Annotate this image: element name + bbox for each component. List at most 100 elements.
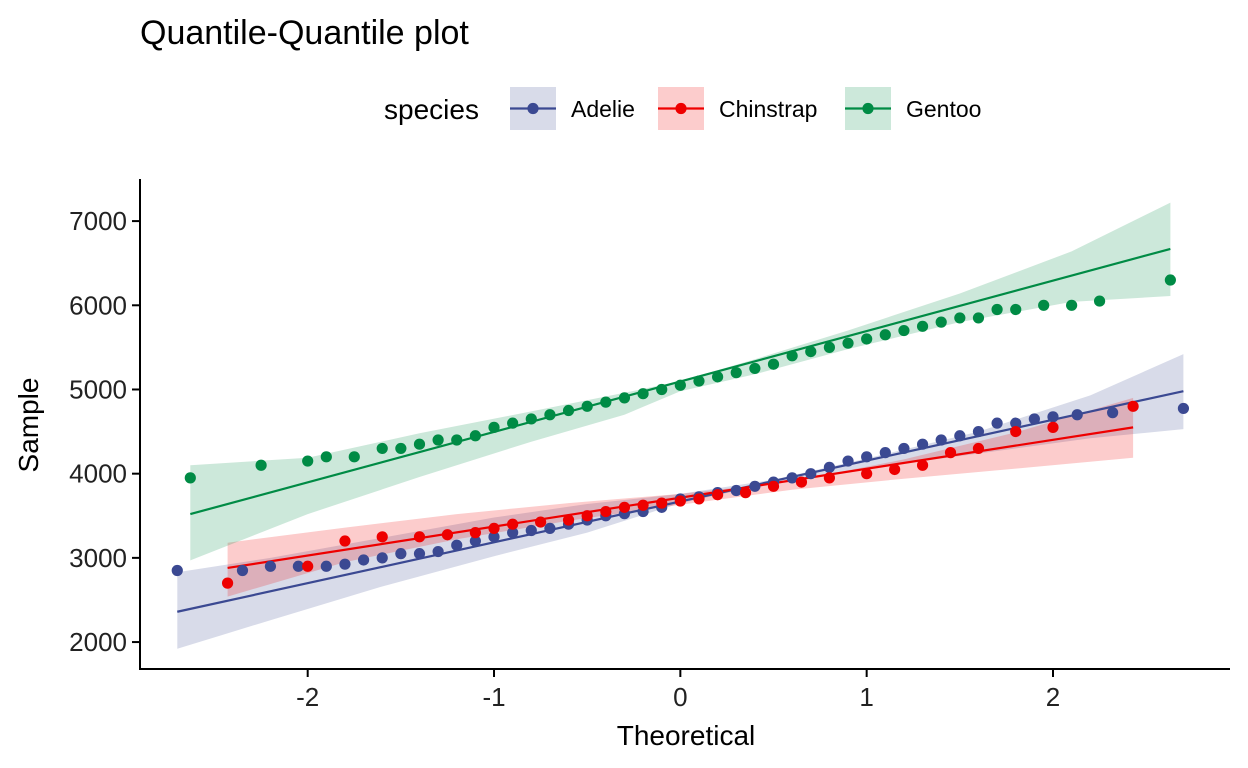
- adelie-point: [171, 564, 183, 577]
- y-tick-label: 6000: [69, 290, 127, 320]
- gentoo-point: [525, 413, 537, 425]
- chart-title: Quantile-Quantile plot: [140, 14, 469, 52]
- adelie-point: [916, 438, 929, 450]
- gentoo-point: [1038, 299, 1050, 311]
- chinstrap-point: [674, 495, 686, 507]
- gentoo-point: [432, 434, 444, 446]
- y-tick-label: 7000: [69, 206, 127, 236]
- adelie-point: [823, 461, 836, 473]
- legend-item-chinstrap: Chinstrap: [658, 87, 817, 130]
- adelie-point: [507, 527, 519, 539]
- gentoo-point: [562, 404, 575, 417]
- legend-title: species: [384, 94, 479, 125]
- gentoo-point: [674, 379, 686, 391]
- chinstrap-point: [339, 535, 351, 547]
- adelie-point: [991, 417, 1003, 429]
- gentoo-point: [469, 430, 481, 442]
- legend: species Adelie Chinstrap Gentoo: [384, 87, 981, 130]
- gentoo-point: [954, 312, 966, 324]
- chinstrap-point: [413, 531, 426, 543]
- gentoo-point: [991, 303, 1003, 316]
- adelie-point: [972, 425, 985, 438]
- adelie-point: [786, 472, 798, 484]
- adelie-point: [898, 442, 910, 455]
- chinstrap-point: [507, 518, 519, 530]
- gentoo-point: [320, 451, 332, 463]
- adelie-point: [413, 548, 426, 560]
- gentoo-point: [786, 350, 798, 362]
- adelie-point: [525, 524, 537, 537]
- gentoo-point: [972, 312, 985, 324]
- chinstrap-point: [376, 531, 388, 543]
- adelie-point: [339, 558, 351, 570]
- adelie-point: [842, 455, 854, 467]
- y-tick-label: 3000: [69, 543, 127, 573]
- adelie-legend-point: [527, 102, 539, 115]
- adelie-point: [395, 548, 407, 560]
- adelie-point: [357, 554, 370, 566]
- gentoo-point: [618, 392, 631, 404]
- adelie-point: [488, 531, 500, 543]
- adelie-point: [236, 564, 249, 577]
- gentoo-point: [879, 329, 891, 341]
- adelie-point: [805, 468, 817, 480]
- x-axis-title: Theoretical: [617, 720, 756, 751]
- x-tick-label: -1: [482, 682, 505, 712]
- x-tick-label: -2: [296, 682, 319, 712]
- adelie-point: [879, 447, 891, 459]
- gentoo-point: [581, 400, 593, 412]
- adelie-legend-label: Adelie: [571, 96, 635, 122]
- chinstrap-point: [656, 497, 668, 509]
- chinstrap-point: [600, 505, 612, 518]
- gentoo-point: [1010, 303, 1022, 316]
- adelie-point: [1047, 411, 1059, 423]
- gentoo-point: [1093, 295, 1106, 307]
- chinstrap-point: [823, 472, 836, 484]
- adelie-point: [1010, 417, 1022, 429]
- gentoo-point: [693, 375, 705, 387]
- chinstrap-point: [618, 501, 631, 513]
- chinstrap-point: [637, 499, 649, 511]
- adelie-point: [1107, 407, 1119, 419]
- gentoo-point: [544, 409, 556, 421]
- chinstrap-point: [441, 529, 454, 541]
- adelie-point: [451, 539, 463, 551]
- gentoo-point: [805, 345, 817, 358]
- gentoo-point: [637, 388, 649, 400]
- gentoo-point: [916, 320, 929, 332]
- chinstrap-point: [861, 468, 873, 480]
- confidence-bands: [177, 202, 1184, 649]
- adelie-point: [292, 560, 304, 572]
- x-tick-label: 0: [673, 682, 687, 712]
- chinstrap-point: [739, 487, 752, 499]
- chinstrap-point: [1047, 421, 1059, 433]
- gentoo-point: [413, 438, 426, 450]
- chinstrap-point: [469, 527, 481, 539]
- gentoo-legend-label: Gentoo: [906, 96, 981, 122]
- gentoo-point: [861, 333, 873, 345]
- gentoo-point: [348, 451, 360, 463]
- gentoo-point: [898, 324, 910, 337]
- chinstrap-point: [1010, 425, 1022, 438]
- chinstrap-legend-label: Chinstrap: [719, 96, 817, 122]
- gentoo-point: [935, 316, 947, 328]
- y-tick-label: 5000: [69, 374, 127, 404]
- gentoo-point: [488, 421, 500, 433]
- adelie-point: [469, 535, 481, 547]
- adelie-point: [320, 560, 332, 572]
- gentoo-point: [767, 358, 780, 370]
- adelie-point: [861, 451, 873, 463]
- legend-item-gentoo: Gentoo: [845, 87, 981, 130]
- y-tick-label: 2000: [69, 627, 127, 657]
- y-axis-ticks: 2000 3000 4000 5000 6000 7000: [69, 206, 140, 657]
- adelie-point: [935, 434, 947, 446]
- gentoo-point: [395, 442, 407, 455]
- y-tick-label: 4000: [69, 459, 127, 489]
- x-axis-ticks: -2 -1 0 1 2: [296, 669, 1060, 712]
- chinstrap-point: [302, 560, 314, 572]
- gentoo-point: [842, 337, 854, 349]
- chinstrap-point: [889, 463, 901, 476]
- chinstrap-point: [488, 522, 500, 534]
- gentoo-point: [1164, 274, 1176, 286]
